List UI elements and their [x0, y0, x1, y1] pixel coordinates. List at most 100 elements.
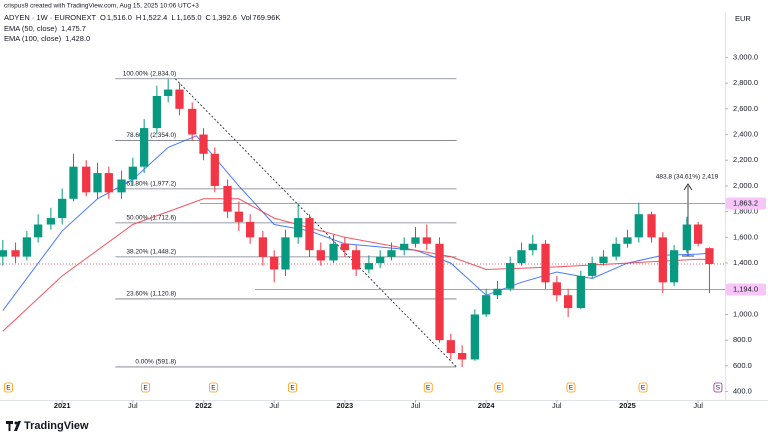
- candle: [682, 216, 691, 253]
- candle-body: [493, 288, 502, 296]
- candle: [117, 170, 126, 199]
- candle-body: [82, 166, 91, 193]
- event-label: S: [716, 385, 721, 392]
- candle: [305, 214, 314, 257]
- ohlc-key: O: [100, 13, 106, 22]
- candle-body: [352, 250, 361, 270]
- y-tick-label: 2,600.0: [733, 104, 758, 113]
- candle-body: [682, 224, 691, 251]
- candle: [188, 102, 197, 141]
- candle: [199, 128, 208, 161]
- event-marker: [288, 382, 297, 393]
- candle-body: [541, 243, 550, 283]
- candle: [493, 281, 502, 300]
- candle: [446, 333, 455, 360]
- candle-body: [446, 340, 455, 354]
- y-tick-label: 1,000.0: [733, 309, 758, 318]
- y-tick-label: 1,600.0: [733, 232, 758, 241]
- event-label: E: [497, 385, 502, 392]
- ohlc-key: Vol: [241, 13, 252, 22]
- level-label: 1,194.0: [733, 285, 758, 294]
- candle-body: [376, 256, 385, 264]
- candle: [517, 242, 526, 266]
- candle-body: [528, 243, 537, 251]
- candle-body: [694, 224, 703, 244]
- candle: [623, 229, 632, 248]
- candle: [316, 242, 325, 266]
- ema-line: [2, 135, 710, 311]
- candle: [34, 214, 43, 243]
- candle: [634, 202, 643, 243]
- candle-body: [117, 179, 126, 193]
- candle: [210, 147, 219, 193]
- candle-body: [340, 243, 349, 251]
- candle-body: [305, 218, 314, 251]
- candle-body: [470, 314, 479, 360]
- candle-body: [234, 211, 243, 222]
- fib-label: 23.60% (1,120.8): [126, 291, 176, 298]
- candle: [422, 224, 431, 251]
- candle: [352, 245, 361, 276]
- candle-body: [623, 237, 632, 244]
- candle: [234, 201, 243, 231]
- candle-body: [104, 173, 113, 193]
- brand-logo: [6, 421, 21, 431]
- event-label: E: [211, 385, 216, 392]
- candle: [128, 157, 137, 186]
- trend-line: [174, 78, 457, 368]
- ohlc-key: C: [206, 13, 212, 22]
- candle: [705, 247, 714, 294]
- candle-body: [411, 237, 420, 244]
- currency: EUR: [735, 14, 751, 23]
- candle: [541, 239, 550, 289]
- event-marker: [713, 382, 723, 393]
- candle-body: [188, 108, 197, 135]
- candle: [528, 234, 537, 256]
- level-label-box: [726, 283, 766, 296]
- candle: [506, 256, 515, 292]
- y-tick-label: 3,000.0: [733, 52, 758, 61]
- candle-body: [164, 89, 173, 96]
- candle-body: [223, 185, 232, 212]
- candle-body: [128, 166, 137, 180]
- candle: [46, 207, 56, 230]
- candle: [270, 250, 279, 283]
- event-label: E: [426, 385, 431, 392]
- ohlc-key: L: [171, 13, 175, 22]
- event-marker: [423, 382, 433, 393]
- candle: [411, 227, 420, 248]
- event-marker: [638, 382, 648, 393]
- candle-body: [599, 256, 608, 264]
- candle-body: [634, 214, 643, 238]
- x-tick-label: Jul: [552, 401, 562, 410]
- x-tick-label: 2023: [336, 401, 353, 410]
- candle: [82, 160, 91, 197]
- fib-label: 61.80% (1,977.2): [126, 181, 176, 188]
- legend-value: 1,428.0: [65, 34, 90, 43]
- fib-label: 38.20% (1,448.2): [126, 249, 176, 256]
- candle: [563, 288, 573, 318]
- event-marker: [566, 382, 576, 393]
- event-label: E: [569, 385, 574, 392]
- event-marker: [4, 382, 13, 393]
- candle-body: [34, 224, 43, 238]
- x-tick-label: Jul: [269, 401, 279, 410]
- x-tick-label: Jul: [693, 401, 703, 410]
- x-tick-label: 2021: [54, 401, 71, 410]
- candle-body: [246, 221, 255, 238]
- candle: [387, 242, 396, 261]
- legend-value: 1,475.7: [61, 24, 86, 33]
- attribution: crispus9 created with TradingView.com, A…: [4, 3, 199, 10]
- fib-label: 0.00% (591.8): [135, 359, 176, 366]
- candle-body: [175, 89, 184, 109]
- candle-body: [576, 275, 585, 309]
- ema-line: [2, 198, 710, 332]
- x-tick-label: 2022: [195, 401, 212, 410]
- ohlc-value: 769.96K: [252, 13, 280, 22]
- event-label: E: [6, 385, 11, 392]
- candle-body: [669, 250, 679, 283]
- event-marker: [141, 382, 150, 393]
- legend-name: EMA (50, close): [4, 24, 57, 33]
- candle: [588, 256, 597, 279]
- candle-body: [563, 295, 573, 309]
